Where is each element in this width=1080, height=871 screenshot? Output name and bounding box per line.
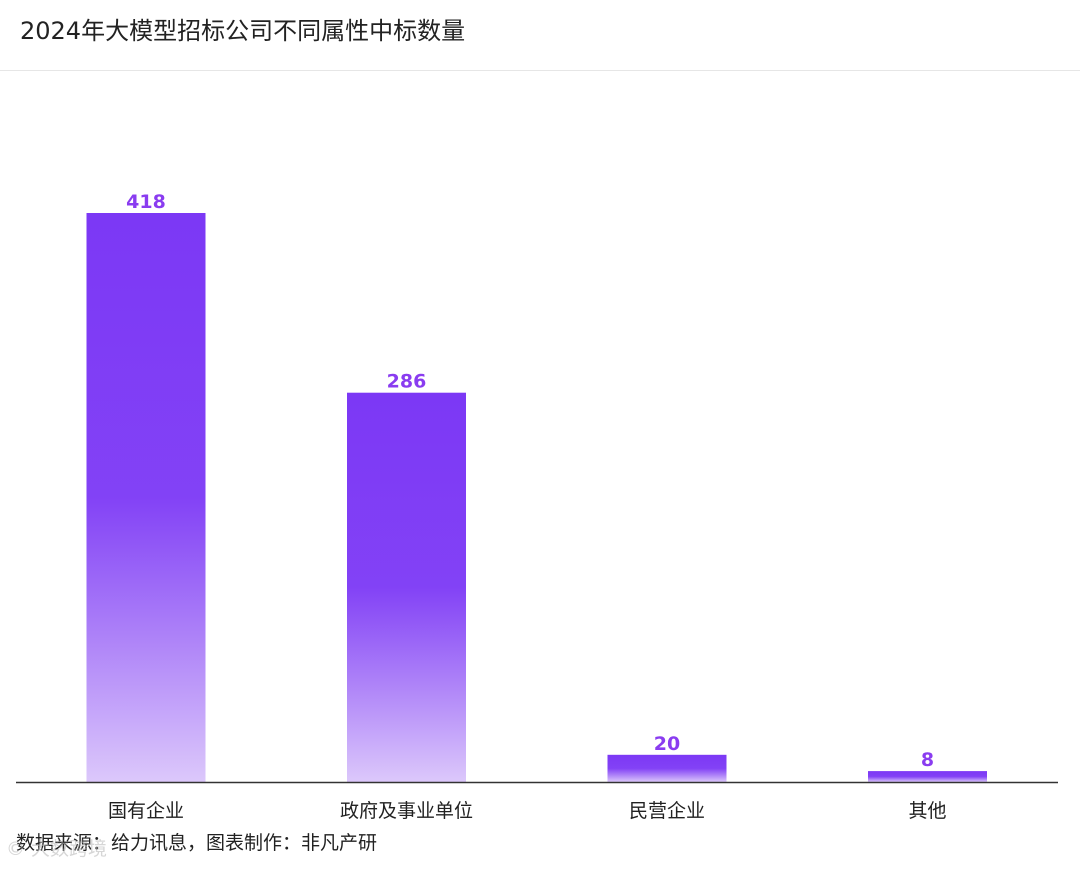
bar-1 — [347, 392, 466, 782]
category-label-1: 政府及事业单位 — [340, 800, 473, 822]
data-source-note: 数据来源：给力讯息，图表制作：非凡产研 — [16, 832, 378, 854]
bar-value-label-1: 286 — [387, 371, 427, 393]
bar-2 — [607, 754, 727, 782]
bar-0 — [86, 213, 206, 782]
chart-title: 2024年大模型招标公司不同属性中标数量 — [20, 17, 466, 45]
labels-group: 418 国有企业 286 政府及事业单位 20 民营企业 8 其他 — [108, 191, 947, 822]
category-label-3: 其他 — [908, 800, 946, 822]
category-label-2: 民营企业 — [629, 800, 705, 822]
bars-group — [86, 213, 987, 782]
category-label-0: 国有企业 — [108, 800, 184, 822]
bar-value-label-2: 20 — [654, 733, 680, 755]
bar-value-label-0: 418 — [126, 191, 166, 213]
bar-value-label-3: 8 — [921, 749, 934, 771]
title-bar: 2024年大模型招标公司不同属性中标数量 — [0, 0, 1080, 71]
bar-3 — [868, 771, 987, 782]
